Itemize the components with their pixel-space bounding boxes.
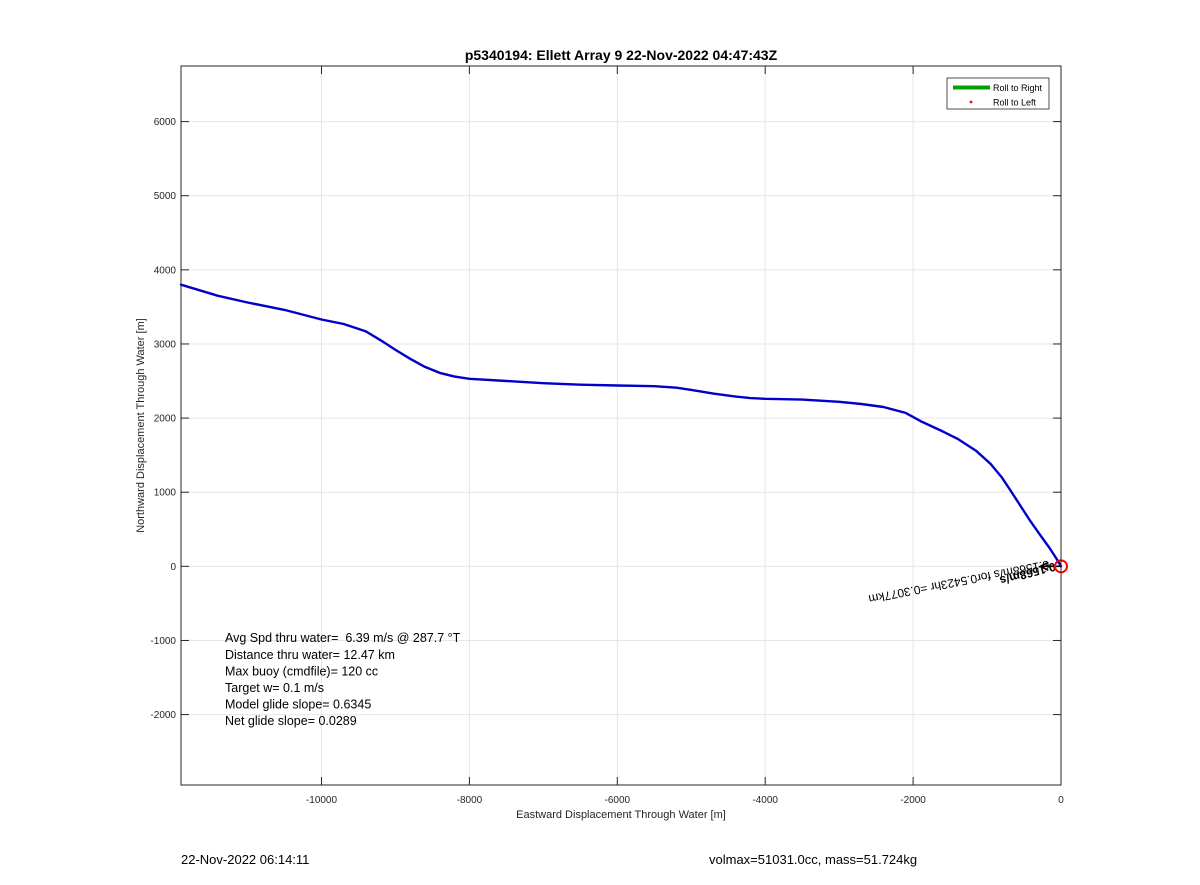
y-tick-label: 4000 bbox=[154, 265, 177, 276]
x-tick-label: 0 bbox=[1058, 795, 1064, 806]
axes-box bbox=[180, 65, 1062, 786]
series-layer bbox=[179, 283, 1063, 568]
legend: Roll to Right Roll to Left bbox=[946, 77, 1050, 110]
stat-net-glide: Net glide slope= 0.0289 bbox=[225, 714, 357, 728]
stat-target-w: Target w= 0.1 m/s bbox=[225, 681, 324, 695]
y-tick-label: -2000 bbox=[150, 710, 176, 721]
axis-ticks: -10000 -8000 -6000 -4000 -2000 0-2000-1000010… bbox=[150, 66, 1064, 806]
stats-text-block: Avg Spd thru water= 6.39 m/s @ 287.7 °T … bbox=[225, 631, 461, 728]
y-tick-label: 3000 bbox=[154, 339, 177, 350]
x-axis-label: Eastward Displacement Through Water [m] bbox=[516, 809, 726, 821]
y-tick-label: 1000 bbox=[154, 488, 177, 499]
chart-title: p5340194: Ellett Array 9 22-Nov-2022 04:… bbox=[465, 47, 778, 63]
trajectory-line bbox=[179, 283, 1063, 568]
y-axis-label: Northward Displacement Through Water [m] bbox=[135, 318, 147, 533]
x-tick-label: -6000 bbox=[605, 795, 631, 806]
y-tick-label: 5000 bbox=[154, 191, 177, 202]
plot-area bbox=[181, 66, 1061, 785]
footer-timestamp: 22-Nov-2022 06:14:11 bbox=[181, 852, 310, 867]
legend-box bbox=[946, 77, 1050, 110]
stat-max-buoy: Max buoy (cmdfile)= 120 cc bbox=[225, 665, 378, 679]
footer-mass-info: volmax=51031.0cc, mass=51.724kg bbox=[709, 852, 918, 867]
stat-distance: Distance thru water= 12.47 km bbox=[225, 648, 395, 662]
current-arrow-head bbox=[1038, 561, 1049, 572]
y-tick-label: -1000 bbox=[150, 636, 176, 647]
y-tick-label: 6000 bbox=[154, 117, 177, 128]
legend-label-roll-right: Roll to Right bbox=[993, 83, 1043, 93]
legend-marker-roll-left bbox=[969, 100, 973, 104]
x-tick-label: -4000 bbox=[752, 795, 778, 806]
y-tick-label: 0 bbox=[170, 562, 176, 573]
y-tick-label: 2000 bbox=[154, 414, 177, 425]
x-tick-label: -10000 bbox=[306, 795, 338, 806]
stat-avg-speed: Avg Spd thru water= 6.39 m/s @ 287.7 °T bbox=[225, 631, 461, 645]
x-tick-label: -8000 bbox=[457, 795, 483, 806]
x-tick-label: -2000 bbox=[900, 795, 926, 806]
legend-label-roll-left: Roll to Left bbox=[993, 98, 1037, 108]
stat-model-glide: Model glide slope= 0.6345 bbox=[225, 698, 371, 712]
